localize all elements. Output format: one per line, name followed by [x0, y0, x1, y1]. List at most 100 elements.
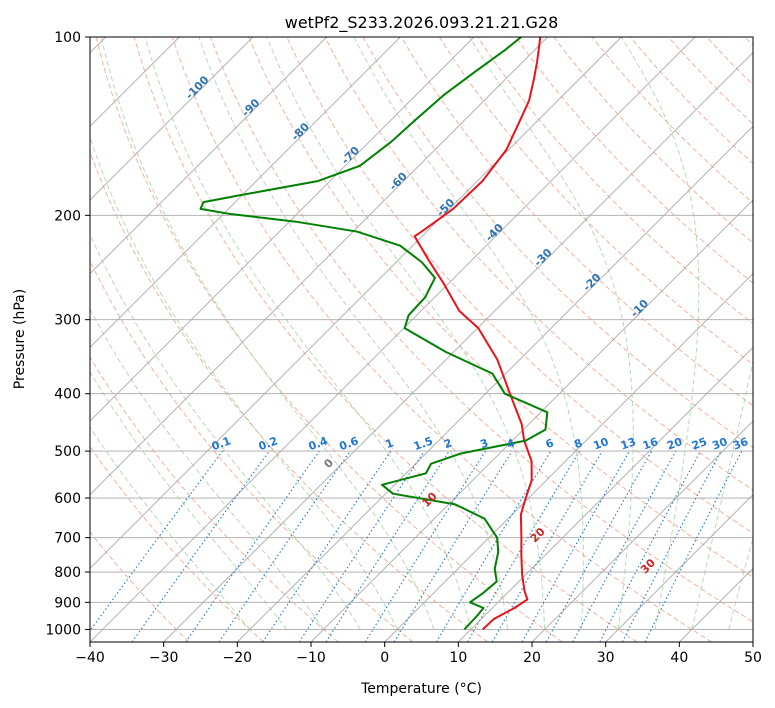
mixing-ratio-line: [325, 450, 450, 642]
isotherm-line: [458, 346, 753, 642]
y-tick-label: 700: [54, 531, 81, 547]
mixing-ratio-label: 0.1: [210, 434, 233, 453]
dry-adiabat-line: [95, 37, 563, 642]
y-tick-label: 200: [54, 208, 81, 224]
mixing-ratio-label: 20: [665, 435, 684, 453]
moist-adiabat-line: [728, 536, 753, 630]
mixing-ratio-label: 0.2: [257, 434, 280, 453]
mixing-ratio-label: 4: [505, 436, 517, 451]
isotherm-line: [163, 52, 753, 642]
mixing-ratio-label: 16: [641, 435, 660, 453]
y-tick-label: 800: [54, 565, 81, 581]
dry-adiabat-line: [171, 37, 712, 642]
mixing-ratio-label: 36: [731, 435, 750, 453]
temperature-profile-line: [413, 37, 542, 631]
x-tick-label: 50: [744, 650, 762, 666]
x-tick-label: −10: [296, 650, 326, 666]
x-axis-label: Temperature (°C): [360, 681, 482, 697]
dewpoint-profile-line: [199, 37, 549, 631]
moist-adiabat-line: [198, 37, 509, 630]
x-tick-label: 20: [523, 650, 541, 666]
y-axis-ticks: 100 200 300 400 500 600 700 800 900 1000: [45, 30, 90, 638]
x-tick-label: 40: [670, 650, 688, 666]
mixing-ratio-label: 3: [478, 436, 490, 451]
mixing-ratio-line: [218, 450, 351, 642]
mixing-ratio-label: 25: [690, 435, 709, 452]
mixing-ratio-label: 13: [619, 435, 638, 452]
theta-label: 40: [750, 584, 770, 604]
mixing-ratio-line: [262, 450, 392, 642]
dry-adiabat-line: [90, 356, 339, 642]
dry-adiabat-line: [248, 37, 753, 578]
mixing-ratio-line: [131, 450, 270, 642]
mixing-ratio-line: [545, 450, 653, 642]
dry-adiabat-line: [210, 37, 753, 623]
y-tick-label: 900: [54, 595, 81, 611]
moist-adiabat-line: [90, 308, 324, 630]
dry-adiabat-line: [90, 445, 264, 642]
mixing-ratio-label: 30: [710, 435, 729, 453]
isotherm-lines: [90, 37, 753, 642]
mixing-ratio-label: 8: [572, 436, 584, 451]
mixing-ratio-label: 0.4: [307, 434, 330, 453]
x-tick-label: −30: [149, 650, 179, 666]
y-tick-label: 600: [54, 491, 81, 507]
dry-adiabat-line: [90, 150, 488, 642]
plot-frame: [89, 36, 754, 643]
y-axis-label: Pressure (hPa): [12, 289, 28, 389]
isotherm-line: [237, 125, 753, 642]
sounding-profiles: [199, 37, 549, 631]
isotherm-line: [90, 37, 254, 201]
mixing-ratio-label: 2: [442, 436, 454, 451]
x-axis-ticks: −40 −30 −20 −10 0 10 20 30 40 50: [75, 642, 762, 666]
dry-adiabat-line: [324, 37, 753, 491]
moist-adiabat-line: [353, 37, 584, 630]
isotherm-line: [384, 273, 753, 642]
moist-adiabat-line: [469, 37, 634, 630]
mixing-ratio-line: [521, 450, 630, 642]
dry-adiabat-line: [515, 37, 753, 284]
mixing-ratio-line: [90, 450, 223, 632]
isotherm-line: [90, 37, 696, 642]
isotherm-line: [605, 494, 753, 642]
moist-adiabat-line: [90, 135, 398, 630]
mixing-ratio-label: 1: [384, 436, 396, 451]
isotherm-line: [310, 199, 753, 642]
isotherm-line: [90, 37, 622, 569]
mixing-ratio-label: 0.6: [338, 434, 361, 453]
chart-title: wetPf2_S233.2026.093.21.21.G28: [285, 13, 559, 33]
moist-adiabat-line: [100, 37, 435, 630]
mixing-ratio-line: [185, 450, 320, 642]
mixing-ratio-line: [572, 450, 677, 642]
x-tick-label: 0: [380, 650, 389, 666]
dry-adiabat-line: [439, 37, 753, 366]
mixing-ratio-line: [644, 450, 743, 642]
isotherm-line: [90, 37, 327, 275]
y-tick-label: 400: [54, 387, 81, 403]
mixing-ratio-lines: [90, 450, 743, 642]
y-tick-label: 100: [54, 30, 81, 46]
isotherm-line: [531, 420, 753, 642]
isotherm-line: [90, 37, 475, 422]
moist-adiabat-line: [266, 37, 546, 630]
x-tick-label: 30: [597, 650, 615, 666]
y-tick-label: 300: [54, 313, 81, 329]
mixing-ratio-line: [393, 450, 513, 642]
isobar-gridlines: [90, 37, 753, 630]
isotherm-line: [90, 37, 401, 348]
dry-adiabat-line: [90, 531, 190, 642]
isotherm-line: [90, 37, 548, 496]
moist-adiabat-line: [90, 233, 361, 630]
mixing-ratio-label: 6: [544, 436, 556, 451]
moist-adiabat-line: [691, 358, 753, 630]
x-tick-label: −40: [75, 650, 105, 666]
moist-adiabat-line: [620, 37, 700, 630]
mixing-ratio-label: 1.5: [412, 434, 435, 453]
dry-adiabat-line: [133, 37, 638, 642]
mixing-ratio-label: 10: [592, 435, 611, 453]
y-tick-label: 1000: [45, 622, 81, 638]
dry-adiabat-line: [400, 37, 753, 407]
x-tick-label: −20: [223, 650, 253, 666]
dry-adiabats: [90, 37, 753, 642]
